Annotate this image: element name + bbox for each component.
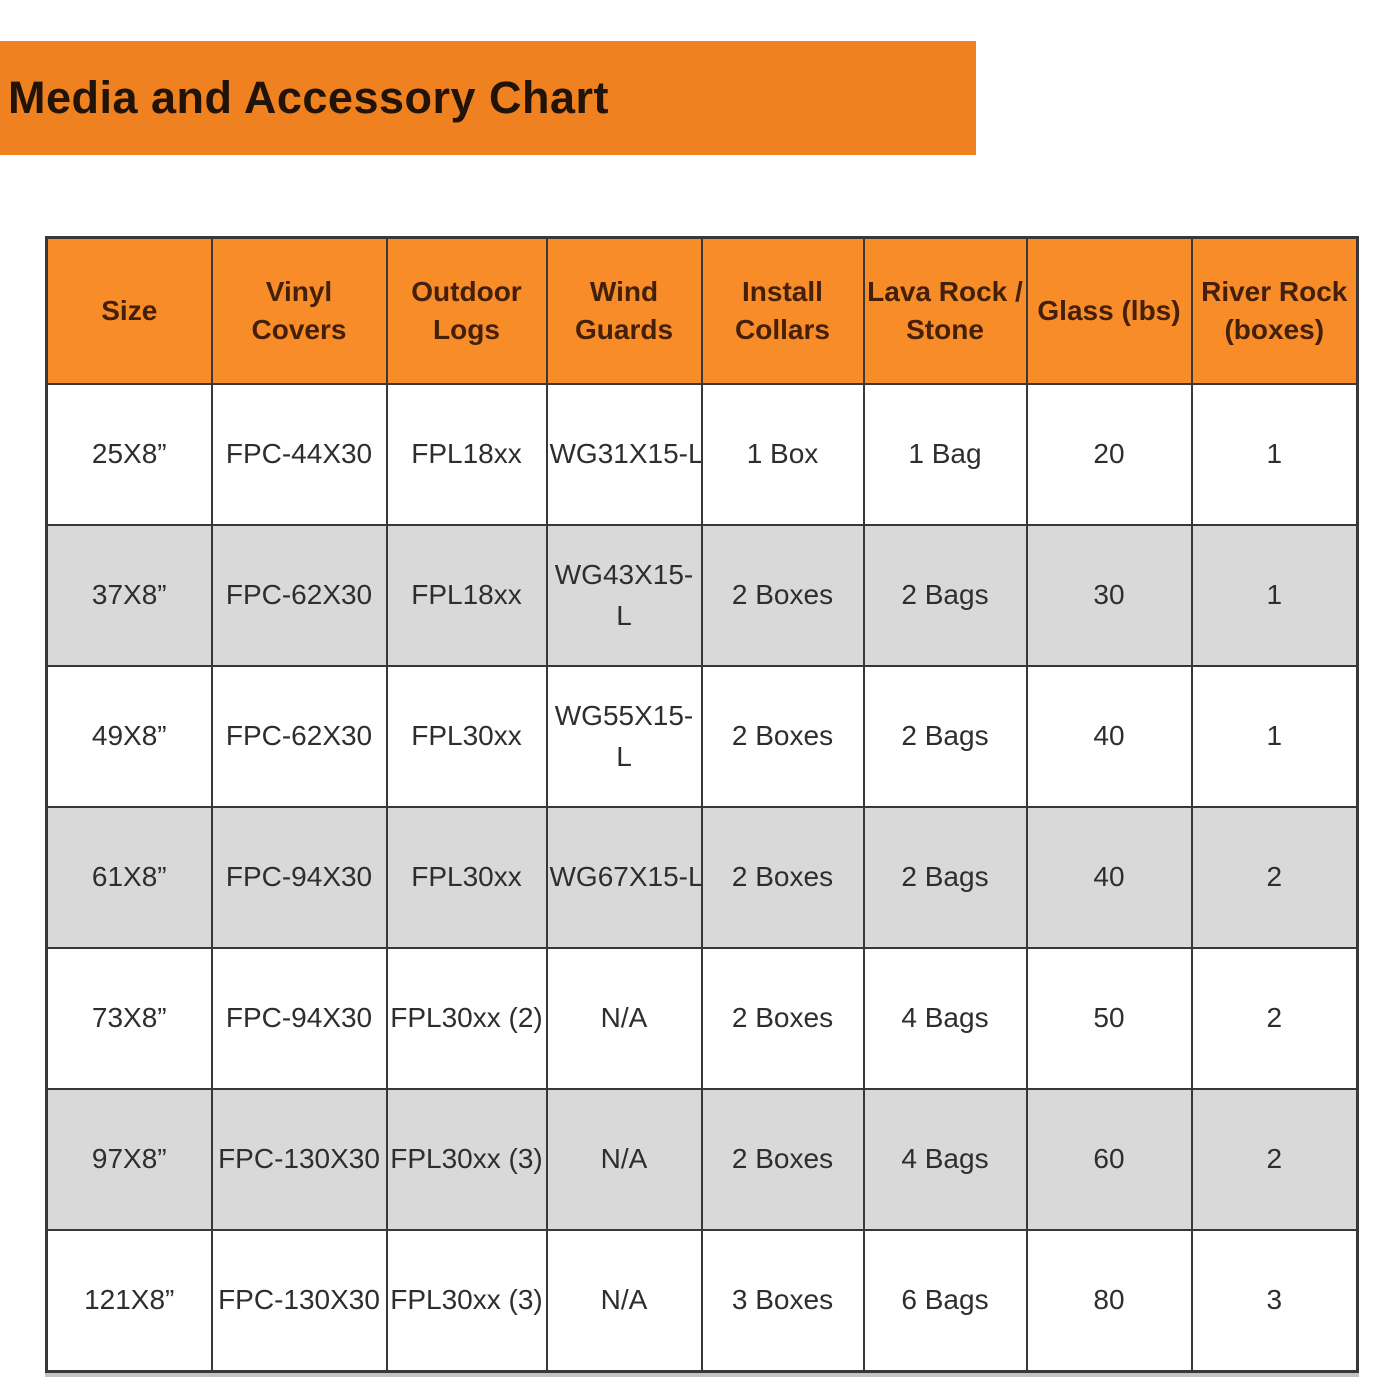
title-banner: Media and Accessory Chart — [0, 41, 976, 155]
table-body: 25X8” FPC-44X30 FPL18xx WG31X15-L 1 Box 1 Bag… — [45, 383, 1359, 1373]
table-row: 25X8” FPC-44X30 FPL18xx WG31X15-L 1 Box 1 Bag… — [45, 383, 1359, 526]
table-cell: FPL30xx (3) — [385, 1229, 548, 1373]
table-cell: 121X8” — [45, 1229, 213, 1373]
media-accessory-table: Size Vinyl Covers Outdoor Logs Wind Guards I… — [45, 236, 1359, 1373]
table-cell: 2 Boxes — [700, 524, 865, 667]
table-cell: FPC-130X30 — [210, 1088, 388, 1231]
table-cell: 60 — [1025, 1088, 1193, 1231]
table-cell: FPC-130X30 — [210, 1229, 388, 1373]
table-cell: N/A — [545, 1229, 703, 1373]
table-cell: 4 Bags — [862, 1088, 1028, 1231]
table-cell: 49X8” — [45, 665, 213, 808]
column-header: Size — [45, 236, 213, 385]
table-cell: FPC-94X30 — [210, 947, 388, 1090]
table-cell: 4 Bags — [862, 947, 1028, 1090]
table-cell: 40 — [1025, 806, 1193, 949]
table-cell: WG31X15-L — [545, 383, 703, 526]
table-cell: 2 Boxes — [700, 665, 865, 808]
table-row: 97X8” FPC-130X30 FPL30xx (3) N/A 2 Boxes 4 Ba… — [45, 1088, 1359, 1231]
table-cell: FPL30xx — [385, 665, 548, 808]
table-cell: 73X8” — [45, 947, 213, 1090]
table-row: 73X8” FPC-94X30 FPL30xx (2) N/A 2 Boxes 4 Bag… — [45, 947, 1359, 1090]
table-cell: 40 — [1025, 665, 1193, 808]
table-cell: 2 — [1190, 806, 1359, 949]
table-cell: N/A — [545, 947, 703, 1090]
table-cell: 50 — [1025, 947, 1193, 1090]
table-cell: 3 — [1190, 1229, 1359, 1373]
column-header: Glass (lbs) — [1025, 236, 1193, 385]
table-cell: FPL18xx — [385, 524, 548, 667]
table-cell: FPL30xx (2) — [385, 947, 548, 1090]
table-cell: 2 — [1190, 1088, 1359, 1231]
table-cell: 6 Bags — [862, 1229, 1028, 1373]
column-header: Lava Rock / Stone — [862, 236, 1028, 385]
table-cell: 3 Boxes — [700, 1229, 865, 1373]
table-row: 61X8” FPC-94X30 FPL30xx WG67X15-L 2 Boxes 2 B… — [45, 806, 1359, 949]
table-cell: 2 — [1190, 947, 1359, 1090]
table-cell: 61X8” — [45, 806, 213, 949]
table-header-row: Size Vinyl Covers Outdoor Logs Wind Guards I… — [45, 236, 1359, 385]
table-cell: 1 Bag — [862, 383, 1028, 526]
table-cell: 1 Box — [700, 383, 865, 526]
table-cell: 2 Boxes — [700, 806, 865, 949]
table-cell: 25X8” — [45, 383, 213, 526]
table-cell: FPL30xx — [385, 806, 548, 949]
table-cell: FPC-62X30 — [210, 665, 388, 808]
table-cell: WG55X15- L — [545, 665, 703, 808]
table-cell: WG43X15- L — [545, 524, 703, 667]
table-cell: 30 — [1025, 524, 1193, 667]
table-cell: 2 Bags — [862, 806, 1028, 949]
table-cell: FPC-94X30 — [210, 806, 388, 949]
table-cell: FPL18xx — [385, 383, 548, 526]
table-cell: FPC-62X30 — [210, 524, 388, 667]
column-header: Wind Guards — [545, 236, 703, 385]
table-cell: 80 — [1025, 1229, 1193, 1373]
table-cell: 1 — [1190, 665, 1359, 808]
table-cell: 1 — [1190, 383, 1359, 526]
table-cell: 2 Bags — [862, 665, 1028, 808]
column-header: Install Collars — [700, 236, 865, 385]
table-cell: 97X8” — [45, 1088, 213, 1231]
page-title: Media and Accessory Chart — [8, 72, 610, 123]
table-cell: 1 — [1190, 524, 1359, 667]
table-row: 121X8” FPC-130X30 FPL30xx (3) N/A 3 Boxes 6 B… — [45, 1229, 1359, 1373]
column-header: Outdoor Logs — [385, 236, 548, 385]
column-header: Vinyl Covers — [210, 236, 388, 385]
table-cell: 2 Boxes — [700, 1088, 865, 1231]
table-cell: FPC-44X30 — [210, 383, 388, 526]
table-cell: 2 Bags — [862, 524, 1028, 667]
column-header: River Rock (boxes) — [1190, 236, 1359, 385]
table-cell: FPL30xx (3) — [385, 1088, 548, 1231]
table-cell: 20 — [1025, 383, 1193, 526]
table-cell: WG67X15-L — [545, 806, 703, 949]
table-cell: N/A — [545, 1088, 703, 1231]
table-cell: 37X8” — [45, 524, 213, 667]
table-cell: 2 Boxes — [700, 947, 865, 1090]
